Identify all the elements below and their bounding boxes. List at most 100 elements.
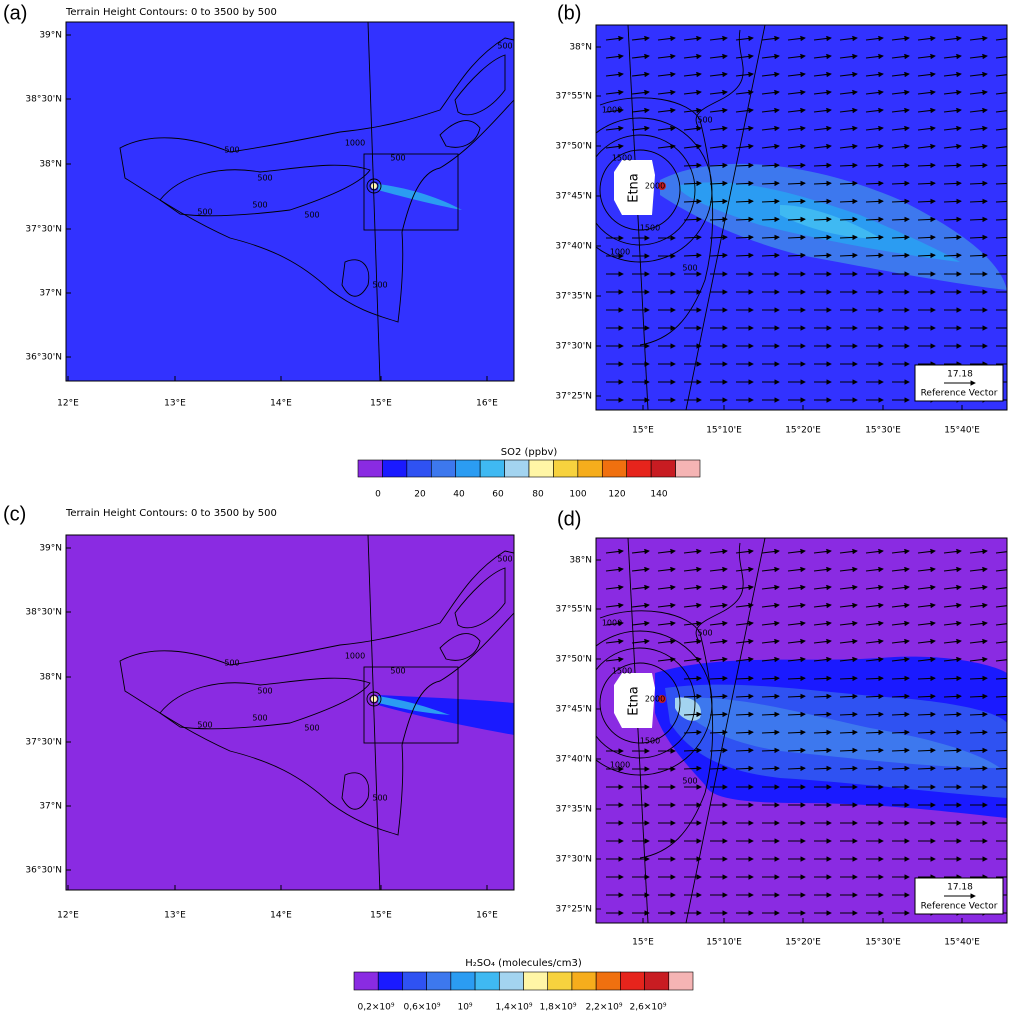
wind-vector — [865, 566, 884, 573]
wind-vector — [813, 693, 832, 700]
wind-vector — [787, 747, 806, 754]
wind-vector — [943, 89, 962, 96]
wind-vector — [761, 765, 780, 772]
wind-vector — [787, 162, 806, 169]
wind-vector — [917, 53, 936, 60]
lon-label: 12°E — [57, 399, 79, 409]
wind-vector — [709, 638, 728, 645]
wind-vector — [787, 548, 806, 555]
wind-vector — [761, 89, 780, 96]
wind-vector — [917, 252, 936, 259]
wind-vector — [839, 143, 858, 150]
wind-vector — [735, 180, 754, 187]
wind-vector — [787, 216, 806, 223]
wind-vector — [839, 71, 858, 78]
wind-vector — [865, 180, 884, 187]
wind-vector — [761, 234, 780, 241]
wind-vector — [657, 89, 676, 96]
wind-vector — [865, 107, 884, 114]
wind-vector — [839, 765, 858, 772]
lon-label: 15°10'E — [706, 938, 742, 948]
wind-vector — [813, 602, 832, 609]
wind-vector — [839, 548, 858, 555]
wind-vector — [605, 638, 624, 645]
lon-label: 15°20'E — [785, 426, 821, 436]
lat-label: 37°35'N — [555, 805, 592, 815]
wind-vector — [891, 107, 910, 114]
wind-vector — [735, 765, 754, 772]
wind-vector — [761, 216, 780, 223]
panel-label: (d) — [557, 508, 581, 530]
wind-vector — [813, 198, 832, 205]
wind-vector — [683, 584, 702, 591]
wind-vector — [735, 620, 754, 627]
wind-vector — [683, 602, 702, 609]
wind-vector — [813, 729, 832, 736]
wind-vector — [761, 125, 780, 132]
wind-vector — [995, 110, 1007, 113]
lat-label: 37°30'N — [555, 342, 592, 352]
contour-label: 500 — [497, 42, 512, 51]
wind-vector — [969, 747, 988, 754]
wind-vector — [761, 252, 780, 259]
wind-vector — [839, 584, 858, 591]
vent — [658, 182, 666, 190]
wind-vector — [891, 711, 910, 718]
lat-label: 37°N — [39, 802, 62, 812]
wind-vector — [605, 620, 624, 627]
wind-vector — [865, 234, 884, 241]
contour-label: 1000 — [345, 652, 365, 661]
map-panel: (a) Terrain Height Contours: 0 to 3500 by… — [3, 2, 515, 409]
wind-vector — [865, 35, 884, 42]
reference-value: 17.18 — [947, 370, 973, 380]
colorbar-swatch — [455, 459, 481, 478]
wind-vector — [761, 729, 780, 736]
wind-vector — [917, 548, 936, 555]
wind-vector — [787, 765, 806, 772]
colorbar-label: 2,6×10⁹ — [630, 1003, 667, 1013]
colorbar-swatch — [426, 971, 452, 991]
wind-vector — [683, 107, 702, 114]
wind-vector — [891, 35, 910, 42]
wind-vector — [839, 656, 858, 663]
map-panel: (d) Etna 17.18 Reference Vector 1000 500 1500 2… — [555, 508, 1008, 948]
wind-vector — [917, 675, 936, 682]
map-frame — [65, 21, 515, 382]
colorbar-swatch — [523, 971, 549, 991]
wind-vector — [943, 71, 962, 78]
wind-vector — [917, 71, 936, 78]
wind-vector — [943, 234, 962, 241]
lat-label: 37°25'N — [555, 392, 592, 402]
wind-vector — [605, 53, 624, 60]
terrain-contour — [695, 542, 744, 644]
wind-vector — [891, 216, 910, 223]
wind-vector — [683, 180, 702, 187]
wind-vector — [813, 675, 832, 682]
contour-label: 500 — [197, 208, 212, 217]
wind-vector — [631, 602, 650, 609]
colorbar: SO2 (ppbv) 0 20 40 60 80 100 120 140 — [357, 447, 701, 500]
contour-label: 500 — [497, 555, 512, 564]
wind-vector — [787, 584, 806, 591]
wind-vector — [969, 35, 988, 42]
contour-label: 500 — [224, 659, 239, 668]
colorbar-label: 100 — [569, 490, 586, 500]
wind-vector — [761, 107, 780, 114]
wind-vector — [813, 162, 832, 169]
wind-vector — [917, 35, 936, 42]
wind-vector — [891, 198, 910, 205]
wind-vector — [839, 620, 858, 627]
wind-vector — [865, 143, 884, 150]
reference-vector: 17.18 Reference Vector — [914, 877, 1004, 915]
wind-vector — [657, 566, 676, 573]
wind-vector — [631, 620, 650, 627]
wind-vector — [995, 767, 1007, 770]
wind-vector — [839, 638, 858, 645]
wind-vector — [917, 234, 936, 241]
wind-vector — [943, 548, 962, 555]
wind-vector — [917, 711, 936, 718]
wind-vector — [683, 620, 702, 627]
wind-vector — [787, 729, 806, 736]
vent — [371, 183, 377, 189]
wind-vector — [943, 53, 962, 60]
